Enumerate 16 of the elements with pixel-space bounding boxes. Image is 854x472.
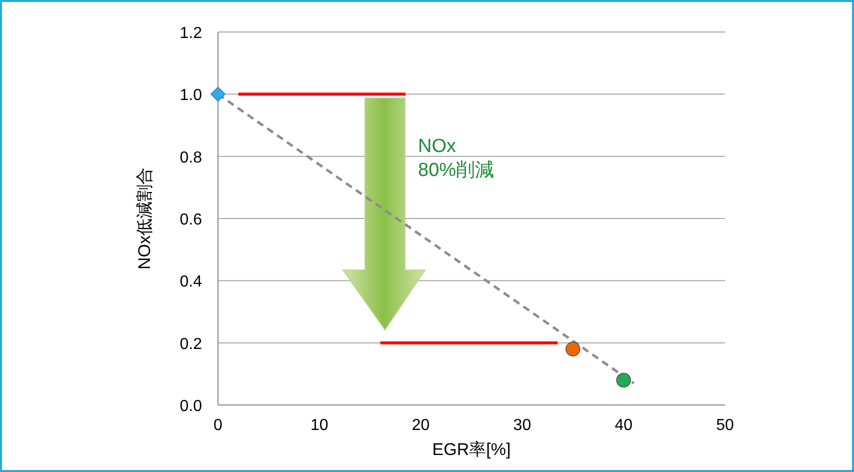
x-tick-label: 10: [310, 417, 328, 434]
x-tick-label: 0: [214, 417, 223, 434]
y-tick-label: 1.2: [180, 25, 202, 42]
x-axis-title: EGR率[%]: [432, 440, 511, 459]
x-tick-label: 50: [716, 417, 734, 434]
x-tick-label: 40: [614, 417, 633, 434]
annotation: NOx 80%削減: [418, 136, 494, 181]
y-axis-title: NOx低減割合: [135, 168, 154, 270]
y-tick-label: 0.8: [180, 149, 202, 166]
y-tick-label: 0.2: [180, 336, 202, 353]
y-tick-label: 0.6: [180, 212, 202, 228]
x-tick-label: 20: [412, 417, 430, 434]
y-tick-label: 0.0: [180, 398, 202, 415]
y-tick-label: 1.0: [180, 87, 202, 104]
y-tick-label: 0.4: [180, 274, 202, 291]
x-tick-label: 30: [513, 417, 532, 434]
